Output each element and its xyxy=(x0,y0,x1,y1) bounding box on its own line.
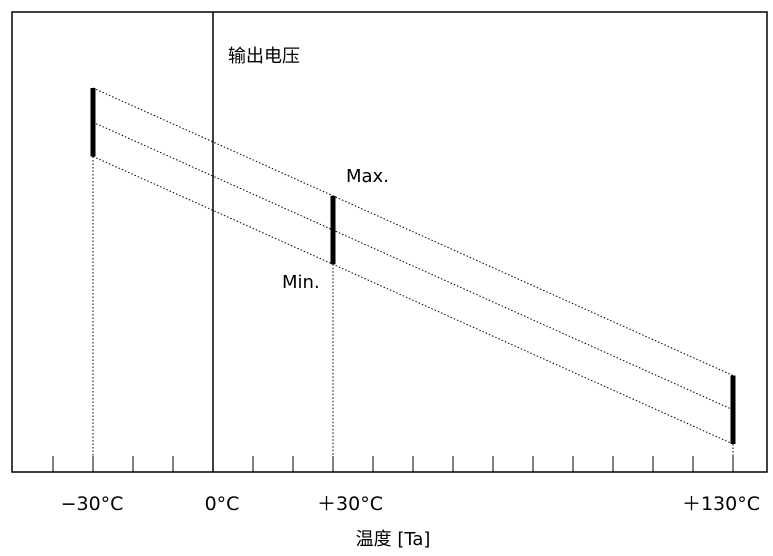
y-axis-label: 输出电压 xyxy=(228,46,300,67)
series-line-2 xyxy=(92,121,734,411)
x-axis-label: 温度 [Ta] xyxy=(356,529,431,550)
annotation-max: Max. xyxy=(346,166,389,187)
annotation-min: Min. xyxy=(282,272,320,293)
x-tick-label-minus30: −30°C xyxy=(61,493,124,515)
x-tick-label-plus130: ＋130°C xyxy=(682,493,760,515)
x-axis-ticks xyxy=(52,456,734,472)
vertical-guide-lines xyxy=(92,156,734,472)
series-lines xyxy=(92,87,734,445)
x-tick-label-plus30: ＋30°C xyxy=(317,493,383,515)
series-line-3 xyxy=(92,156,734,445)
series-line-1 xyxy=(92,87,734,376)
x-tick-label-0: 0°C xyxy=(205,493,240,515)
range-bars xyxy=(90,88,736,444)
plot-frame xyxy=(11,11,768,473)
